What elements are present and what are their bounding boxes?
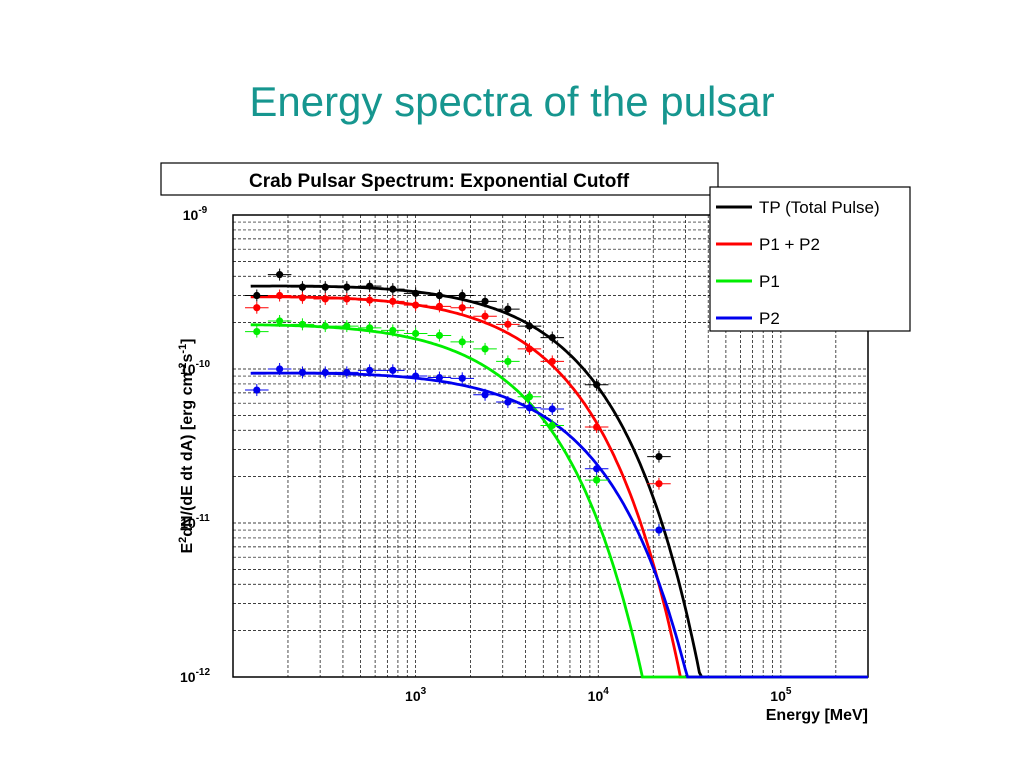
x-tick-label: 105 (770, 686, 792, 704)
data-point (253, 291, 261, 300)
y-tick-label: 10-11 (180, 513, 210, 531)
chart-title-box: Crab Pulsar Spectrum: Exponential Cutoff (160, 162, 719, 196)
data-point (504, 357, 512, 366)
data-point (412, 372, 420, 380)
data-point (504, 398, 512, 406)
x-tick-label: 103 (405, 686, 427, 704)
data-point (343, 295, 351, 303)
data-point (655, 526, 663, 534)
data-point (525, 345, 534, 353)
data-point (481, 345, 489, 353)
x-tick-labels: 103 104 105 (405, 686, 792, 704)
data-point (389, 326, 397, 335)
data-point (458, 338, 466, 346)
data-point (343, 283, 351, 291)
data-point (525, 322, 534, 330)
data-point (321, 368, 329, 377)
data-point (435, 331, 444, 340)
data-point (366, 366, 374, 374)
legend-label: P1 + P2 (759, 235, 820, 254)
data-point (548, 357, 556, 366)
data-point (253, 327, 261, 336)
plot-frame (232, 214, 869, 678)
data-point (366, 324, 374, 332)
data-point (525, 393, 534, 401)
data-point (548, 405, 556, 413)
chart-title: Crab Pulsar Spectrum: Exponential Cutoff (249, 171, 630, 192)
data-point (525, 404, 534, 412)
data-point (298, 368, 307, 377)
data-point (435, 302, 444, 310)
fit-curve (250, 371, 868, 679)
data-point (593, 465, 601, 473)
legend-label: TP (Total Pulse) (759, 198, 880, 217)
data-point (412, 289, 420, 297)
data-point (389, 285, 397, 293)
data-point (321, 283, 329, 291)
data-point (253, 386, 261, 394)
data-point (276, 365, 284, 373)
data-point (276, 317, 284, 325)
slide-title: Energy spectra of the pulsar (249, 78, 775, 125)
data-point (458, 374, 466, 382)
data-point (412, 329, 420, 338)
data-point (389, 366, 397, 374)
data-point (593, 476, 601, 484)
data-point (481, 391, 489, 399)
data-point (412, 301, 420, 309)
data-point (298, 283, 307, 291)
data-point (504, 320, 512, 328)
data-point (458, 291, 466, 300)
data-point (481, 312, 489, 320)
data-points (245, 268, 671, 537)
legend-label: P1 (759, 272, 780, 291)
data-point (253, 304, 261, 312)
data-point (298, 294, 307, 302)
y-tick-label: 10-10 (180, 359, 210, 377)
svg-text:E2dN/(dE dt dA) [erg cm-2s-1]: E2dN/(dE dt dA) [erg cm-2s-1] (177, 338, 196, 553)
y-tick-label: 10-12 (180, 667, 210, 685)
data-point (593, 423, 601, 431)
legend: TP (Total Pulse) P1 + P2 P1 P2 (709, 186, 911, 332)
data-point (366, 296, 374, 304)
data-point (298, 320, 307, 328)
legend-label: P2 (759, 309, 780, 328)
data-point (548, 333, 556, 342)
data-point (276, 291, 284, 300)
data-point (366, 282, 374, 290)
data-point (593, 381, 601, 389)
data-point (321, 295, 329, 303)
data-point (343, 322, 351, 330)
data-point (481, 297, 489, 305)
data-point (435, 373, 444, 382)
data-point (655, 480, 663, 488)
data-point (435, 291, 444, 300)
data-point (276, 271, 284, 279)
data-point (504, 305, 512, 313)
data-point (343, 368, 351, 377)
y-tick-label: 10-9 (183, 205, 208, 223)
x-axis-title: Energy [MeV] (766, 707, 868, 724)
y-axis-title: E2dN/(dE dt dA) [erg cm-2s-1] (177, 338, 196, 553)
data-point (389, 297, 397, 305)
x-tick-label: 104 (588, 686, 610, 704)
data-point (458, 304, 466, 312)
data-point (321, 322, 329, 330)
data-point (655, 452, 663, 461)
data-point (548, 421, 556, 430)
y-tick-labels: 10-9 10-10 10-11 10-12 (180, 205, 210, 685)
